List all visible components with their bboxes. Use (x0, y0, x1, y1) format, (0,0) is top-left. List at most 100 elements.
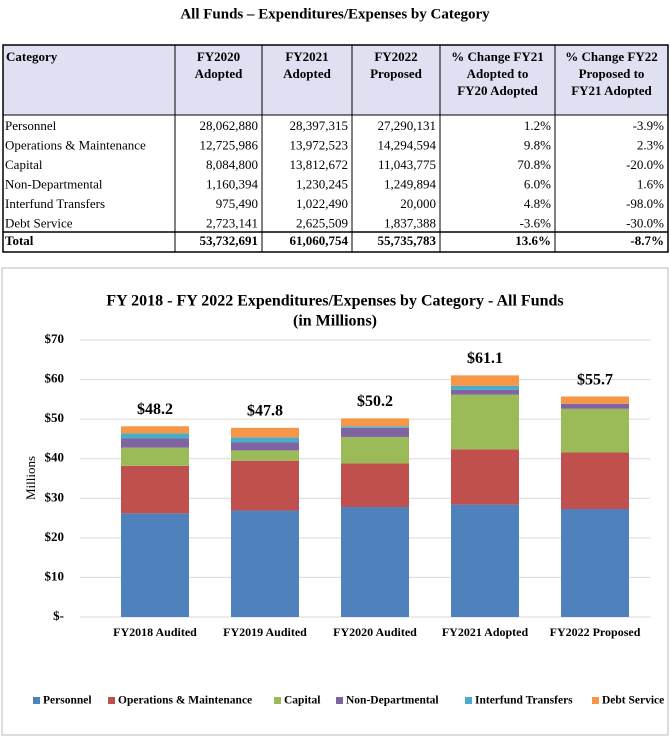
table-cell: 8,084,800 (206, 157, 258, 172)
bar-segment (121, 438, 189, 448)
table-cell: Non-Departmental (5, 176, 103, 191)
table-cell: 2.3% (637, 137, 664, 152)
y-tick-label: $60 (45, 371, 65, 386)
table-cell: 1,160,394 (206, 176, 259, 191)
header-bg (3, 45, 668, 115)
y-axis-label: Millions (23, 456, 38, 500)
bar-segment (451, 375, 519, 386)
legend-swatch (336, 697, 343, 704)
legend-label: Debt Service (602, 695, 664, 707)
table-cell: Personnel (5, 118, 57, 133)
x-tick-label: FY2020 Audited (333, 625, 417, 639)
table-cell: Interfund Transfers (5, 196, 105, 211)
bar-segment (341, 506, 409, 617)
y-tick-label: $10 (45, 568, 65, 583)
table-cell: Operations & Maintenance (5, 137, 146, 152)
table-cell: 1,249,894 (384, 176, 437, 191)
bar-segment (451, 449, 519, 505)
bar-segment (121, 513, 189, 617)
table-cell: -3.6% (520, 215, 552, 230)
bar-segment (231, 427, 299, 438)
y-tick-label: $20 (45, 529, 65, 544)
chart-frame (1, 267, 669, 736)
table-cell: 1.6% (637, 176, 664, 191)
total-label: $55.7 (577, 371, 613, 388)
table-cell: 27,290,131 (378, 118, 437, 133)
header-cell: Adopted (195, 66, 243, 81)
table-border (2, 44, 669, 253)
table-cell: 1,230,245 (296, 176, 348, 191)
table-cell: Capital (5, 157, 43, 172)
table-cell: 1,837,388 (384, 215, 436, 230)
table-cell: 20,000 (400, 196, 436, 211)
header-cell: Category (6, 49, 58, 64)
table-cell: 11,043,775 (378, 157, 436, 172)
table-cell: -20.0% (626, 157, 664, 172)
bar-segment (121, 447, 189, 466)
table-cell: 2,625,509 (296, 215, 348, 230)
header-cell: FY2022 (374, 49, 417, 64)
legend-swatch (274, 697, 281, 704)
bar-segment (231, 460, 299, 511)
x-tick-label: FY2019 Audited (223, 625, 307, 639)
bar-segment (341, 418, 409, 427)
bar-segment (231, 442, 299, 451)
header-cell: FY2021 (285, 49, 328, 64)
legend-label: Capital (284, 695, 320, 707)
bar-segment (561, 509, 629, 617)
total-label: $48.2 (137, 401, 173, 418)
doc-title: All Funds – Expenditures/Expenses by Cat… (180, 6, 490, 22)
x-tick-label: FY2018 Audited (113, 625, 197, 639)
total-label: $50.2 (357, 393, 393, 410)
bar-segment (341, 436, 409, 464)
total-label: $61.1 (467, 350, 503, 367)
table-cell: 55,735,783 (378, 233, 437, 248)
table-cell: 13,812,672 (290, 157, 349, 172)
table-cell: Debt Service (5, 215, 73, 230)
table-cell: 4.8% (524, 196, 551, 211)
chart-title: FY 2018 - FY 2022 Expenditures/Expenses … (106, 293, 563, 310)
legend-swatch (33, 697, 40, 704)
bar-segment (561, 396, 629, 404)
legend-swatch (465, 697, 472, 704)
table-cell: -30.0% (626, 215, 664, 230)
bar-segment (451, 389, 519, 395)
table-cell: -98.0% (626, 196, 664, 211)
bar-segment (121, 426, 189, 434)
x-tick-label: FY2022 Proposed (550, 625, 641, 639)
y-tick-label: $70 (45, 331, 65, 346)
header-cell: FY20 Adopted (457, 83, 538, 98)
table-cell: 1.2% (524, 118, 551, 133)
table-cell: 53,732,691 (200, 233, 259, 248)
legend-swatch (592, 697, 599, 704)
table-cell: 28,397,315 (290, 118, 349, 133)
x-tick-label: FY2021 Adopted (442, 625, 529, 639)
table-cell: Total (5, 233, 34, 248)
header-cell: Adopted (283, 66, 331, 81)
bar-segment (451, 394, 519, 450)
bar-segment (561, 403, 629, 409)
table-cell: -3.9% (633, 118, 665, 133)
table-cell: 28,062,880 (200, 118, 259, 133)
y-tick-label: $30 (45, 489, 65, 504)
bar-segment (341, 463, 409, 507)
table-cell: 9.8% (524, 137, 551, 152)
header-cell: Proposed to (579, 66, 645, 81)
y-tick-label: $40 (45, 450, 65, 465)
bar-segment (231, 450, 299, 461)
bar-segment (451, 385, 519, 390)
table-cell: 2,723,141 (206, 215, 258, 230)
y-tick-label: $50 (45, 410, 65, 425)
chart-subtitle: (in Millions) (293, 313, 377, 330)
legend-label: Operations & Maintenance (118, 695, 252, 707)
table-cell: 13.6% (515, 233, 551, 248)
legend-swatch (108, 697, 115, 704)
bar-segment (451, 504, 519, 617)
header-cell: % Change FY22 (565, 49, 657, 64)
bar-segment (561, 408, 629, 453)
bar-segment (121, 465, 189, 514)
legend-label: Personnel (43, 695, 92, 707)
bar-segment (231, 437, 299, 443)
table-cell: 12,725,986 (200, 137, 259, 152)
table-cell: -8.7% (630, 233, 664, 248)
